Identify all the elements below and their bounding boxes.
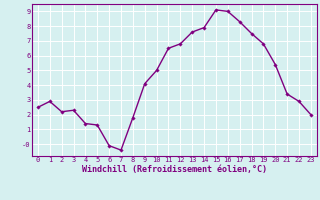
X-axis label: Windchill (Refroidissement éolien,°C): Windchill (Refroidissement éolien,°C)	[82, 165, 267, 174]
